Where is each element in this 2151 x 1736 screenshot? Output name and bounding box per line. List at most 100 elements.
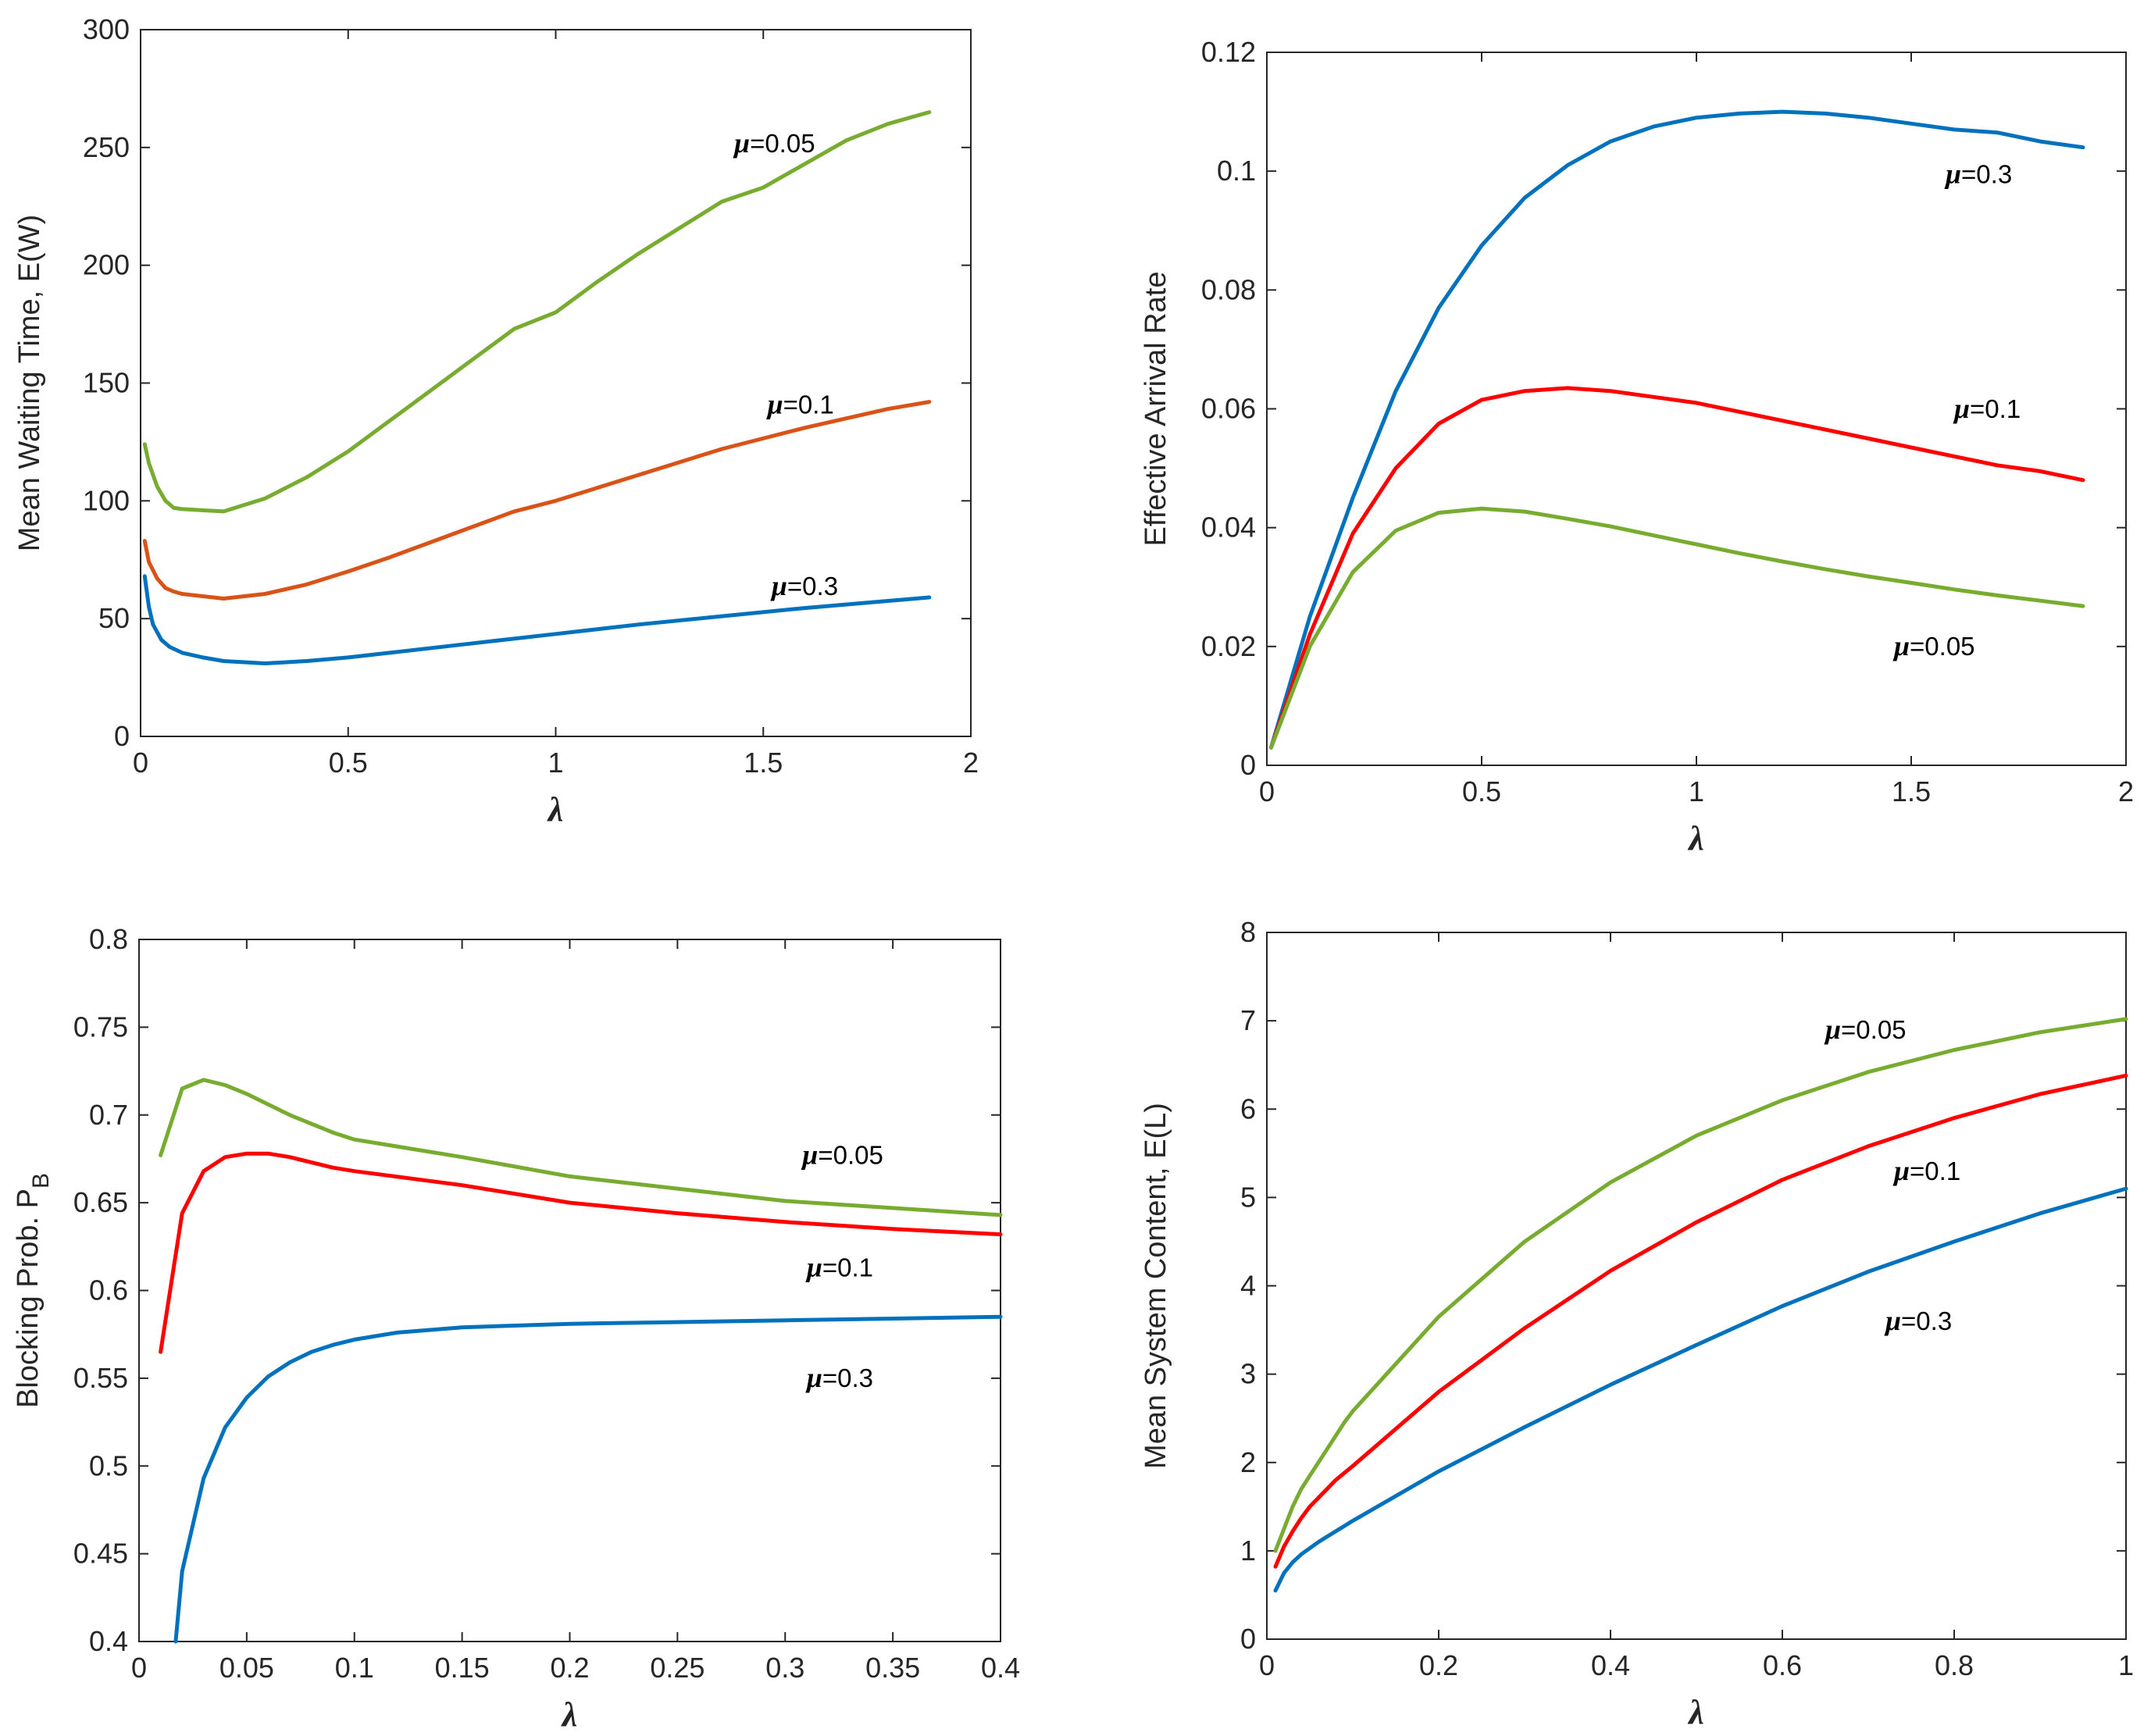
y-tick-label: 0.4 [89, 1625, 128, 1657]
x-tick-label: 2 [2118, 775, 2134, 807]
series-line-0-3 [142, 574, 932, 665]
series-annotation: μ=0.1 [1892, 1155, 1960, 1186]
y-tick-label: 0 [1240, 1623, 1256, 1655]
series-line-0-1 [142, 400, 932, 601]
series-annotation: μ=0.3 [1884, 1305, 1952, 1336]
annotation-value: =0.1 [1910, 1157, 1960, 1185]
series-annotation: μ=0.3 [1944, 158, 2012, 189]
mu-symbol: μ [801, 1139, 818, 1171]
y-tick-label: 0.45 [73, 1538, 128, 1570]
y-axis-label: Effective Arrival Rate [1140, 271, 1172, 546]
x-tick-label: 1 [548, 747, 563, 779]
annotation-value: =0.1 [783, 390, 834, 419]
series-annotation: μ=0.05 [1892, 630, 1975, 661]
x-tick-label: 0 [133, 747, 148, 779]
y-tick-label: 0.55 [73, 1362, 128, 1394]
mu-symbol: μ [1884, 1305, 1901, 1336]
y-tick-label: 250 [83, 131, 130, 163]
x-axis-label: λ [547, 790, 564, 829]
x-tick-label: 1 [1689, 775, 1704, 807]
chart-4: 0 0.2 0.4 0.6 0.8 1 0 1 2 3 4 5 6 7 8 λ Mean System Cont… [1140, 916, 2134, 1731]
series-annotation: μ=0.3 [770, 570, 838, 601]
y-tick-label: 0.08 [1201, 273, 1256, 305]
x-tick-label: 0.6 [1763, 1649, 1802, 1681]
y-tick-label: 200 [83, 249, 130, 281]
annotation-value: =0.3 [787, 572, 838, 601]
series-annotation: μ=0.05 [1824, 1014, 1907, 1045]
y-tick-label: 0.8 [89, 923, 128, 955]
mu-symbol: μ [733, 127, 750, 159]
plot-area-frame [138, 939, 1001, 1642]
y-axis-label: Blocking Prob. PB [12, 1173, 54, 1408]
mu-symbol: μ [1944, 158, 1961, 189]
series-annotation: μ=0.05 [733, 127, 815, 159]
y-axis-label: Mean Waiting Time, E(W) [13, 215, 46, 551]
y-axis-label-subscript: B [28, 1173, 54, 1189]
x-tick-label: 0.4 [1591, 1649, 1630, 1681]
chart-3: 0 0.05 0.1 0.15 0.2 0.25 0.3 0.35 0.4 0.4 0.45 0.5 0… [12, 923, 1020, 1734]
x-tick-label: 0 [1259, 775, 1275, 807]
y-axis-label: Mean System Content, E(L) [1140, 1103, 1172, 1469]
x-tick-label: 1 [2118, 1649, 2134, 1681]
series-annotation: μ=0.1 [1953, 393, 2021, 424]
x-tick-label: 0.8 [1935, 1649, 1974, 1681]
annotation-value: =0.05 [1841, 1015, 1907, 1044]
plot-area-frame [140, 29, 972, 737]
y-tick-label: 100 [83, 484, 130, 516]
y-tick-label: 3 [1240, 1358, 1256, 1390]
y-tick-label: 1 [1240, 1535, 1256, 1567]
x-tick-label: 0.2 [550, 1652, 589, 1684]
y-tick-label: 5 [1240, 1181, 1256, 1213]
y-axis-label-text: Mean Waiting Time, E(W) [13, 215, 46, 551]
x-tick-label: 0.15 [435, 1652, 490, 1684]
series-annotation: μ=0.3 [805, 1362, 873, 1393]
series-line-0-1 [1273, 1073, 2128, 1569]
mu-symbol: μ [1892, 1155, 1910, 1186]
y-tick-label: 0.02 [1201, 630, 1256, 662]
x-tick-label: 1.5 [744, 747, 783, 779]
mu-symbol: μ [1892, 630, 1910, 661]
x-tick-label: 0.5 [1462, 775, 1501, 807]
y-tick-label: 8 [1240, 916, 1256, 948]
series-annotation: μ=0.1 [766, 389, 834, 420]
x-tick-label: 0.3 [765, 1652, 804, 1684]
y-tick-label: 0.06 [1201, 393, 1256, 425]
x-axis-label: λ [1687, 819, 1704, 857]
y-axis-label-text: Blocking Prob. P [12, 1189, 45, 1408]
annotation-value: =0.3 [1901, 1306, 1952, 1335]
x-tick-label: 0.25 [650, 1652, 705, 1684]
series-annotation: μ=0.05 [801, 1139, 883, 1171]
y-tick-label: 50 [98, 602, 130, 634]
y-tick-label: 300 [83, 13, 130, 45]
x-tick-label: 0.1 [335, 1652, 374, 1684]
y-tick-label: 0.5 [89, 1449, 128, 1481]
y-tick-label: 0.04 [1201, 512, 1256, 544]
series-line-0-05 [142, 110, 932, 514]
x-tick-label: 1.5 [1892, 775, 1931, 807]
x-tick-label: 0.5 [329, 747, 368, 779]
y-tick-label: 0.6 [89, 1274, 128, 1306]
x-tick-label: 0.4 [981, 1652, 1020, 1684]
y-tick-label: 6 [1240, 1093, 1256, 1125]
x-axis-label: λ [1687, 1693, 1704, 1731]
y-tick-label: 0.65 [73, 1186, 128, 1218]
x-tick-label: 2 [963, 747, 979, 779]
series-line-0-3 [1269, 109, 2085, 750]
mu-symbol: μ [1953, 393, 1970, 424]
annotation-value: =0.05 [818, 1141, 883, 1170]
chart-2: 0 0.5 1 1.5 2 0 0.02 0.04 0.06 0.08 0.1 0.12 λ Effect… [1140, 36, 2134, 857]
y-tick-label: 2 [1240, 1446, 1256, 1478]
mu-symbol: μ [805, 1362, 822, 1393]
annotation-value: =0.3 [822, 1363, 873, 1392]
y-axis-label-text: Effective Arrival Rate [1140, 271, 1172, 546]
mu-symbol: μ [1824, 1014, 1841, 1045]
annotation-value: =0.1 [1970, 394, 2021, 423]
series-annotation: μ=0.1 [805, 1252, 873, 1283]
mu-symbol: μ [770, 570, 787, 601]
x-tick-label: 0.05 [219, 1652, 274, 1684]
chart-1: 0 0.5 1 1.5 2 0 50 100 150 200 250 300 λ Mean Waiting… [13, 13, 979, 829]
plot-area-frame [1266, 932, 2127, 1640]
y-tick-label: 0.12 [1201, 36, 1256, 68]
x-tick-label: 0.35 [865, 1652, 920, 1684]
